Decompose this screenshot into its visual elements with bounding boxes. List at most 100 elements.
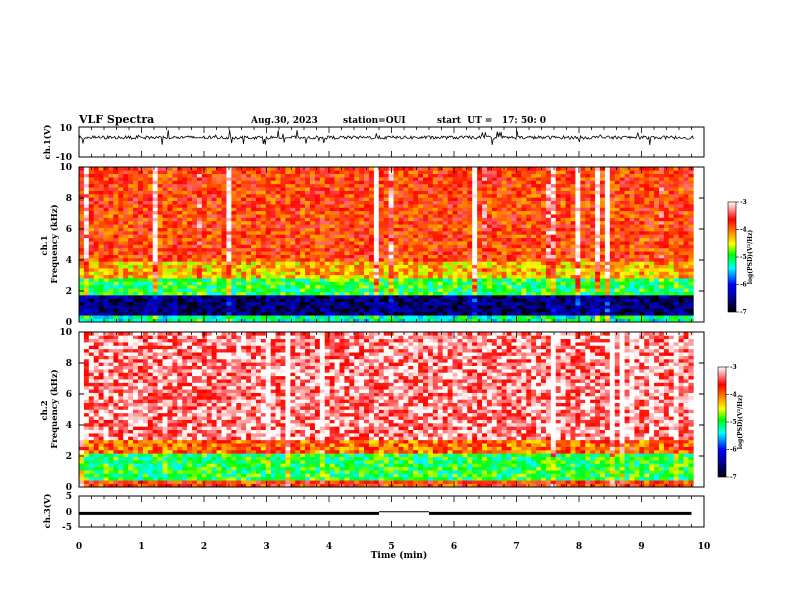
spectrogram-cell bbox=[108, 187, 114, 191]
spectrogram-cell bbox=[246, 281, 252, 286]
spectrogram-cell bbox=[418, 311, 424, 316]
spectrogram-cell bbox=[177, 288, 183, 292]
spectrogram-cell bbox=[133, 288, 139, 292]
spectrogram-cell bbox=[398, 204, 404, 208]
spectrogram-cell bbox=[201, 305, 208, 309]
spectrogram-cell bbox=[310, 231, 316, 235]
spectrogram-cell bbox=[147, 187, 154, 191]
spectrogram-cell bbox=[585, 237, 591, 242]
spectrogram-cell bbox=[128, 193, 134, 198]
spectrogram-cell bbox=[142, 234, 149, 239]
spectrogram-cell bbox=[427, 177, 434, 181]
spectrogram-cell bbox=[599, 187, 606, 191]
spectrogram-cell bbox=[442, 183, 448, 188]
spectrogram-cell bbox=[462, 298, 468, 303]
spectrogram-cell bbox=[506, 311, 512, 316]
spectrogram-cell bbox=[403, 288, 409, 292]
spectrogram-cell bbox=[467, 257, 473, 262]
spectrogram-cell bbox=[113, 200, 119, 205]
spectrogram-cell bbox=[437, 295, 444, 299]
spectrogram-cell bbox=[216, 308, 222, 313]
spectrogram-cell bbox=[211, 284, 217, 289]
spectrogram-cell bbox=[486, 193, 493, 198]
spectrogram-cell bbox=[157, 311, 163, 316]
spectrogram-cell bbox=[295, 308, 301, 313]
spectrogram-cell bbox=[550, 193, 557, 198]
spectrogram-cell bbox=[408, 268, 414, 272]
spectrogram-cell bbox=[324, 257, 330, 262]
spectrogram-cell bbox=[398, 190, 404, 195]
spectrogram-cell bbox=[560, 284, 566, 289]
spectrogram-cell bbox=[506, 193, 512, 198]
spectrogram-cell bbox=[526, 274, 532, 279]
spectrogram-cell bbox=[305, 261, 311, 266]
spectrogram-cell bbox=[334, 315, 340, 319]
spectrogram-cell bbox=[113, 261, 119, 266]
spectrogram-cell bbox=[354, 231, 360, 235]
spectrogram-cell bbox=[393, 214, 399, 218]
spectrogram-cell bbox=[221, 315, 227, 319]
spectrogram-cell bbox=[511, 170, 517, 175]
spectrogram-cell bbox=[255, 231, 262, 235]
spectrogram-cell bbox=[295, 237, 301, 242]
spectrogram-cell bbox=[506, 197, 512, 201]
spectrogram-cell bbox=[604, 281, 611, 286]
spectrogram-cell bbox=[442, 271, 448, 276]
spectrogram-cell bbox=[280, 170, 286, 175]
spectrogram-cell bbox=[275, 200, 281, 205]
spectrogram-cell bbox=[491, 204, 498, 208]
spectrogram-cell bbox=[187, 295, 193, 299]
spectrogram-cell bbox=[310, 301, 316, 306]
spectrogram-cell bbox=[113, 224, 119, 228]
spectrogram-cell bbox=[128, 170, 134, 175]
spectrogram-cell bbox=[344, 257, 350, 262]
spectrogram-cell bbox=[388, 298, 394, 303]
spectrogram-cell bbox=[570, 170, 576, 175]
spectrogram-cell bbox=[383, 200, 389, 205]
spectrogram-cell bbox=[364, 193, 370, 198]
spectrogram-cell bbox=[255, 257, 262, 262]
spectrogram-cell bbox=[319, 183, 326, 188]
spectrogram-cell bbox=[393, 227, 399, 232]
spectrogram-cell bbox=[467, 298, 473, 303]
spectrogram-cell bbox=[388, 305, 394, 309]
spectrogram-cell bbox=[501, 210, 507, 215]
spectrogram-cell bbox=[98, 247, 104, 252]
spectrogram-cell bbox=[442, 241, 448, 245]
spectrogram-cell bbox=[231, 177, 237, 181]
spectrogram-cell bbox=[472, 318, 478, 323]
spectrogram-cell bbox=[246, 247, 252, 252]
spectrogram-cell bbox=[491, 241, 498, 245]
spectrogram-cell bbox=[275, 170, 281, 175]
spectrogram-cell bbox=[314, 177, 321, 181]
spectrogram-cell bbox=[595, 311, 601, 316]
spectrogram-cell bbox=[555, 227, 561, 232]
spectrogram-cell bbox=[314, 234, 321, 239]
spectrogram-cell bbox=[221, 197, 227, 201]
spectrogram-cell bbox=[364, 231, 370, 235]
spectrogram-cell bbox=[339, 247, 345, 252]
spectrogram-cell bbox=[314, 271, 321, 276]
spectrogram-cell bbox=[491, 268, 498, 272]
spectrogram-cell bbox=[457, 311, 463, 316]
spectrogram-cell bbox=[182, 231, 188, 235]
spectrogram-cell bbox=[413, 271, 419, 276]
spectrogram-cell bbox=[555, 183, 561, 188]
spectrogram-cell bbox=[349, 167, 355, 171]
spectrogram-cell bbox=[285, 251, 291, 255]
spectrogram-cell bbox=[103, 261, 109, 266]
spectrogram-cell bbox=[285, 220, 291, 225]
spectrogram-cell bbox=[457, 180, 463, 185]
spectrogram-cell bbox=[255, 271, 262, 276]
spectrogram-cell bbox=[137, 257, 144, 262]
spectrogram-cell bbox=[329, 241, 335, 245]
spectrogram-cell bbox=[403, 318, 409, 323]
spectrogram-cell bbox=[280, 254, 286, 259]
spectrogram-cell bbox=[398, 170, 404, 175]
spectrogram-cell bbox=[408, 311, 414, 316]
spectrogram-cell bbox=[137, 224, 144, 228]
spectrogram-cell bbox=[457, 237, 463, 242]
spectrogram-cell bbox=[123, 305, 129, 309]
spectrogram-cell bbox=[457, 254, 463, 259]
spectrogram-cell bbox=[511, 274, 517, 279]
